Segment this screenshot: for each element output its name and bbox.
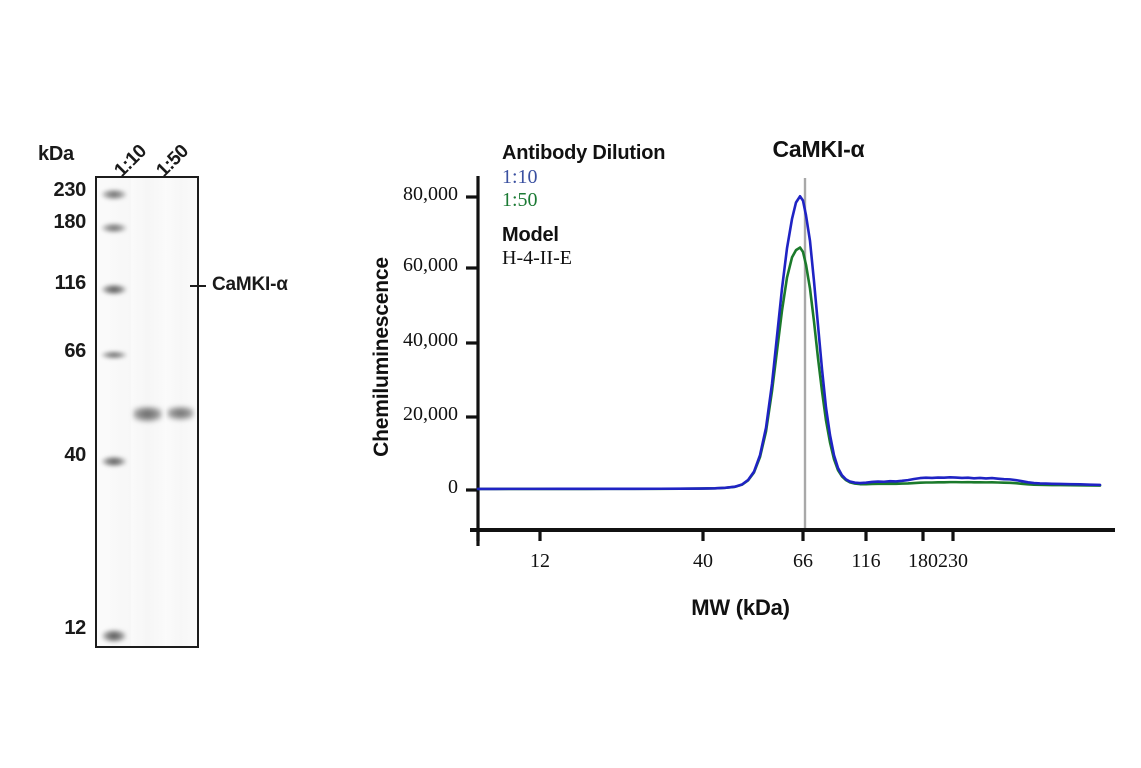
y-tick-label: 0 xyxy=(448,476,458,498)
legend-entry-1-50: 1:50 xyxy=(502,189,538,212)
plot-area xyxy=(466,176,1115,546)
chart-legend: Antibody Dilution 1:10 1:50 Model H-4-II… xyxy=(502,142,665,271)
sample-band xyxy=(167,406,194,422)
blot-membrane xyxy=(95,176,199,648)
mw-marker-label: 40 xyxy=(64,444,86,466)
mw-marker-label: 230 xyxy=(53,179,87,201)
series-line-1-50 xyxy=(476,246,1102,491)
ladder-band xyxy=(101,188,127,201)
lane-dilution-1-50 xyxy=(165,178,197,646)
molecular-weight-marker-labels: 230 180 116 66 40 12 xyxy=(34,0,87,768)
lane-ladder xyxy=(97,178,131,646)
x-tick-label: 180 xyxy=(908,550,938,572)
ladder-band xyxy=(101,628,127,644)
x-tick-label: 116 xyxy=(851,550,881,572)
mw-marker-label: 12 xyxy=(64,617,86,639)
mw-marker-label: 180 xyxy=(53,211,87,233)
mw-marker-label: 116 xyxy=(54,272,87,294)
x-tick-label: 230 xyxy=(938,550,968,572)
western-blot-panel: kDa 230 180 116 66 40 12 1:10 1:50 CaMKI-α xyxy=(0,0,340,768)
mw-marker-label: 66 xyxy=(64,340,86,362)
x-tick-label: 12 xyxy=(530,550,550,572)
y-axis-tick-labels: 0 20,000 40,000 60,000 80,000 xyxy=(340,0,458,768)
y-tick-label: 60,000 xyxy=(403,254,458,276)
sample-band xyxy=(133,406,162,424)
legend-heading-antibody-dilution: Antibody Dilution xyxy=(502,142,666,164)
ladder-band xyxy=(101,350,127,360)
chemiluminescence-chart-panel: Chemiluminescence 0 20,000 40,000 60,000 80,… xyxy=(340,0,1141,768)
y-tick-label: 20,000 xyxy=(403,403,458,425)
x-tick-label: 66 xyxy=(793,550,813,572)
ladder-band xyxy=(101,455,127,468)
blot-band-annotation: CaMKI-α xyxy=(212,274,288,295)
chart-title: CaMKI-α xyxy=(340,136,1141,163)
lane-dilution-1-10 xyxy=(131,178,165,646)
chart-title-text: CaMKI-α xyxy=(772,136,865,162)
ladder-band xyxy=(101,222,127,234)
legend-entry-model-value: H-4-II-E xyxy=(502,247,572,270)
y-tick-label: 40,000 xyxy=(403,329,458,351)
legend-heading-model: Model xyxy=(502,223,559,246)
annotation-leader-line xyxy=(190,285,206,287)
x-tick-label: 40 xyxy=(693,550,713,572)
ladder-band xyxy=(101,283,127,296)
y-tick-label: 80,000 xyxy=(403,183,458,205)
kda-header-label: kDa xyxy=(38,143,74,165)
series-line-1-10 xyxy=(476,194,1102,491)
legend-entry-1-10: 1:10 xyxy=(502,165,538,188)
x-axis-title: MW (kDa) xyxy=(691,595,790,620)
